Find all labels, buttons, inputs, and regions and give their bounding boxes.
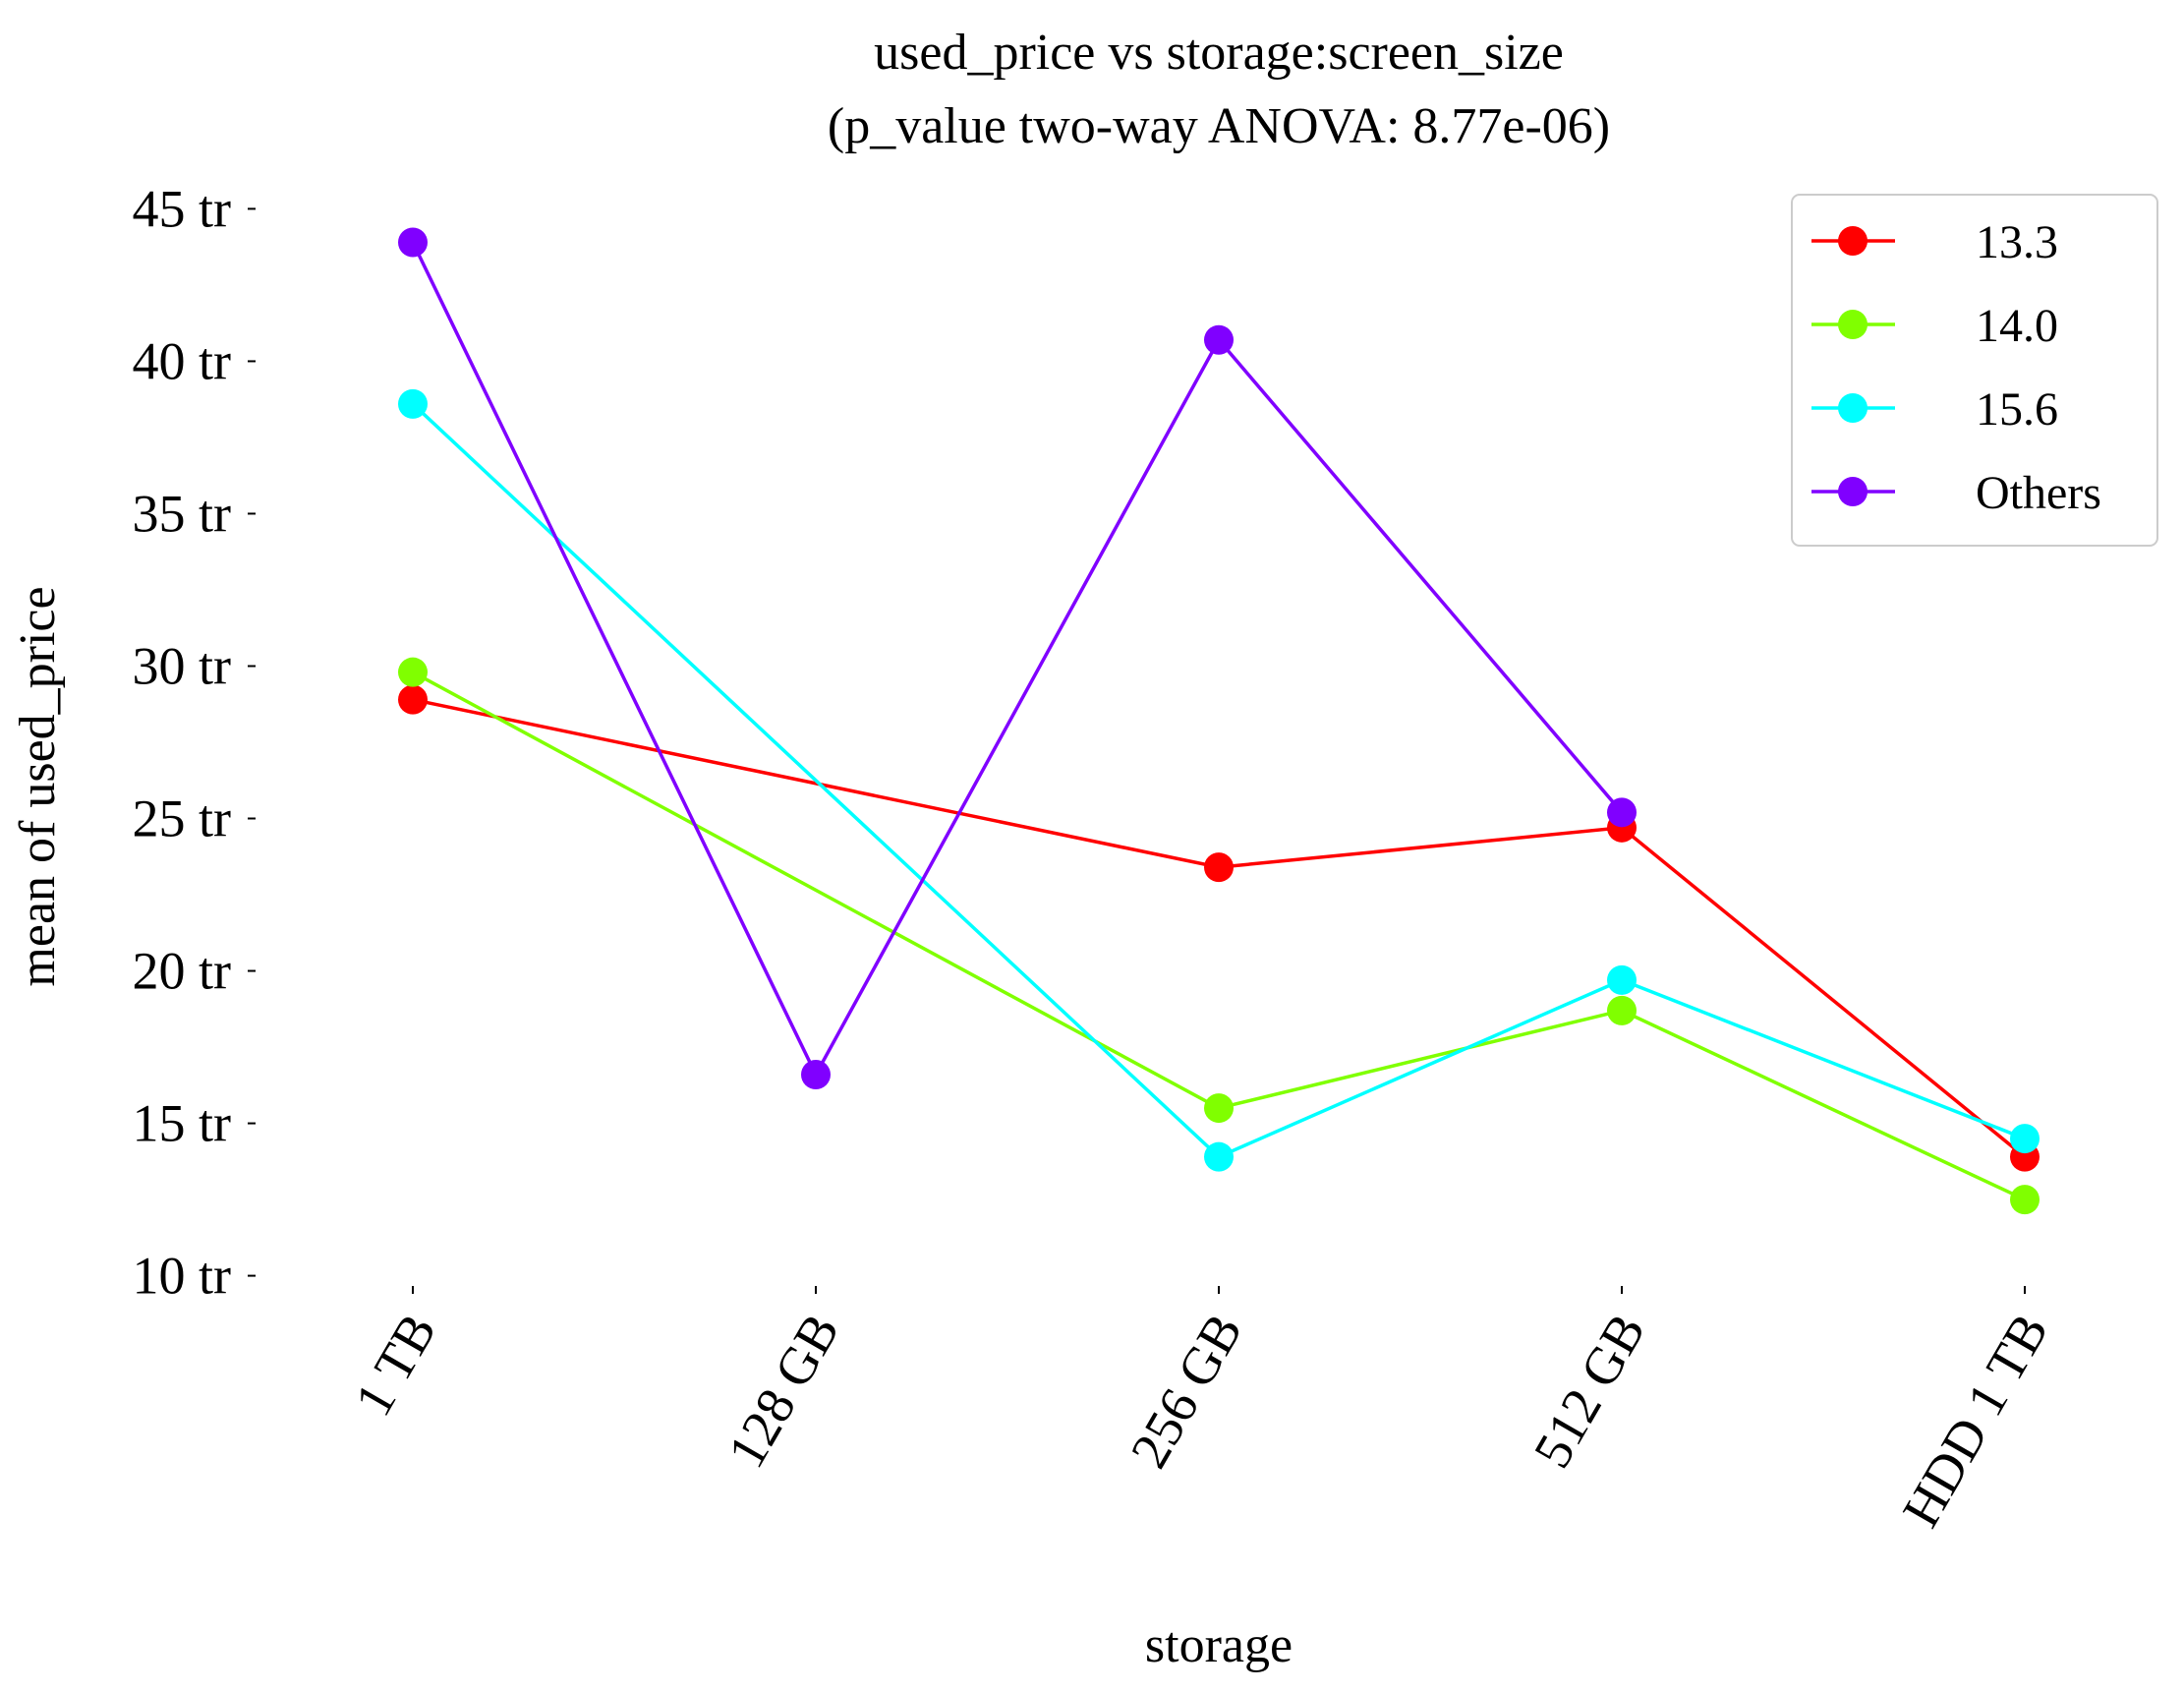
data-point [1607,797,1637,828]
y-tick-label: 10 tr [133,1247,232,1306]
legend-box [1791,194,2158,547]
series-others [398,227,1637,1089]
data-point [398,657,428,687]
x-tick-label: 128 GB [717,1304,851,1478]
chart-title: used_price vs storage:screen_size [874,25,1564,81]
x-tick-label: 512 GB [1523,1304,1657,1478]
legend-label: 15.6 [1976,383,2058,436]
legend-marker [1838,393,1868,423]
x-tick-label: 256 GB [1120,1304,1254,1478]
chart-subtitle: (p_value two-way ANOVA: 8.77e-06) [828,98,1610,154]
series-15-6 [398,388,2040,1172]
data-point [398,684,428,715]
data-point [801,1059,831,1089]
legend-label: 13.3 [1976,216,2058,268]
y-tick-label: 15 tr [133,1094,232,1153]
y-axis: 10 tr 15 tr 20 tr 25 tr 30 tr 35 tr 40 tr 45 tr [133,179,256,1306]
series-14-0 [398,657,2040,1215]
legend-marker [1838,477,1868,506]
y-tick-label: 45 tr [133,179,232,238]
x-axis-label: storage [1145,1617,1293,1673]
data-point [2010,1124,2040,1154]
data-point [1607,964,1637,995]
legend-label: 14.0 [1976,300,2058,352]
legend-label: Others [1976,467,2101,519]
y-tick-label: 25 tr [133,789,232,848]
legend-marker [1838,226,1868,256]
y-tick-label: 30 tr [133,636,232,695]
data-point [2010,1185,2040,1215]
y-axis-label: mean of used_price [10,586,66,986]
y-tick-label: 40 tr [133,331,232,390]
data-point [1607,995,1637,1025]
series-layer [398,227,2040,1215]
data-point [1204,1093,1234,1124]
series-line [411,402,2026,1159]
x-tick-label: 1 TB [343,1304,447,1426]
series-line [412,671,2026,1201]
data-point [1204,1141,1234,1172]
legend-marker [1838,310,1868,339]
x-axis: 1 TB 128 GB 256 GB 512 GB HDD 1 TB [343,1286,2059,1537]
x-tick-label: HDD 1 TB [1891,1304,2059,1537]
legend: 13.3 14.0 15.6 Others [1791,194,2158,547]
data-point [398,388,428,419]
y-tick-label: 20 tr [133,942,232,1001]
series-line [411,241,1624,1079]
data-point [398,227,428,258]
series-line [412,697,2027,1159]
y-tick-label: 35 tr [133,484,232,543]
data-point [1204,852,1234,883]
data-point [1204,324,1234,355]
